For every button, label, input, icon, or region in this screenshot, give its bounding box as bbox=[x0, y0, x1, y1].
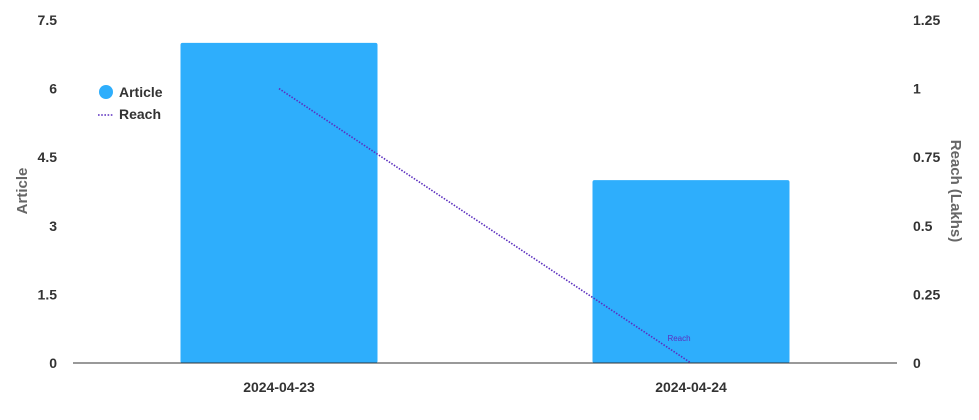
y2-tick-label: 0 bbox=[913, 355, 921, 371]
legend-article-marker bbox=[99, 85, 113, 99]
legend-article-label: Article bbox=[119, 84, 163, 100]
y2-tick-label: 1.25 bbox=[913, 12, 940, 28]
y-tick-label: 6 bbox=[49, 81, 57, 97]
y2-axis-title: Reach (Lakhs) bbox=[947, 140, 964, 243]
x-tick-label: 2024-04-23 bbox=[243, 379, 315, 395]
right-axis-ticks: 0 0.25 0.5 0.75 1 1.25 bbox=[913, 12, 940, 371]
y-tick-label: 4.5 bbox=[38, 149, 58, 165]
x-tick-label: 2024-04-24 bbox=[655, 379, 727, 395]
y2-tick-label: 0.5 bbox=[913, 218, 933, 234]
line-series-reach: Reach bbox=[278, 87, 692, 364]
y2-tick-label: 0.75 bbox=[913, 149, 940, 165]
bar-series-article bbox=[180, 42, 790, 363]
y-tick-label: 3 bbox=[49, 218, 57, 234]
legend: Article Reach bbox=[98, 84, 163, 122]
reach-point-label: Reach bbox=[667, 334, 690, 343]
bar-article-2024-04-24 bbox=[592, 180, 790, 363]
x-axis-ticks: 2024-04-23 2024-04-24 bbox=[243, 379, 727, 395]
y-axis-title: Article bbox=[14, 168, 31, 215]
bar-article-2024-04-23 bbox=[180, 42, 378, 363]
left-axis-ticks: 0 1.5 3 4.5 6 7.5 bbox=[38, 12, 58, 371]
y-tick-label: 0 bbox=[49, 355, 57, 371]
y-tick-label: 7.5 bbox=[38, 12, 58, 28]
legend-reach-label: Reach bbox=[119, 106, 161, 122]
y2-tick-label: 1 bbox=[913, 81, 921, 97]
y2-tick-label: 0.25 bbox=[913, 286, 940, 302]
y-tick-label: 1.5 bbox=[38, 286, 58, 302]
